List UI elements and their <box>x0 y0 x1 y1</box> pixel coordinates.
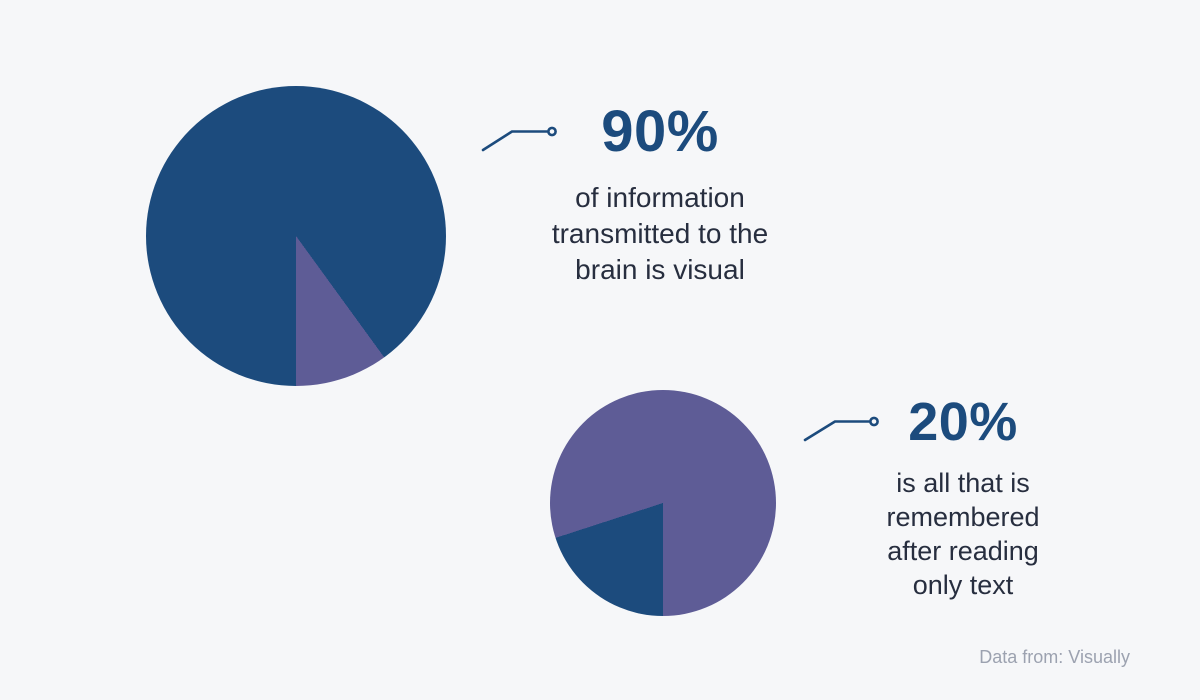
connector-ring-icon <box>869 416 879 427</box>
stat-description-20: is all that is remembered after reading … <box>886 468 1040 600</box>
connector-ring-icon <box>547 126 557 137</box>
callout-90: 90% of information transmitted to the br… <box>500 100 820 288</box>
pie-chart-visual-information <box>146 86 446 386</box>
stat-description-90: of information transmitted to the brain … <box>551 182 769 285</box>
connector-line <box>803 420 871 442</box>
stat-value-20: 20% <box>908 392 1018 452</box>
pie-chart-remembered-text <box>550 390 776 616</box>
connector-line <box>481 130 549 152</box>
data-source-credit: Data from: Visually <box>979 647 1130 667</box>
callout-connector-line-90 <box>481 126 557 152</box>
stat-value-90: 90% <box>601 99 719 164</box>
callout-20: 20% is all that is remembered after read… <box>803 392 1123 602</box>
callout-connector-line-20 <box>803 416 879 442</box>
